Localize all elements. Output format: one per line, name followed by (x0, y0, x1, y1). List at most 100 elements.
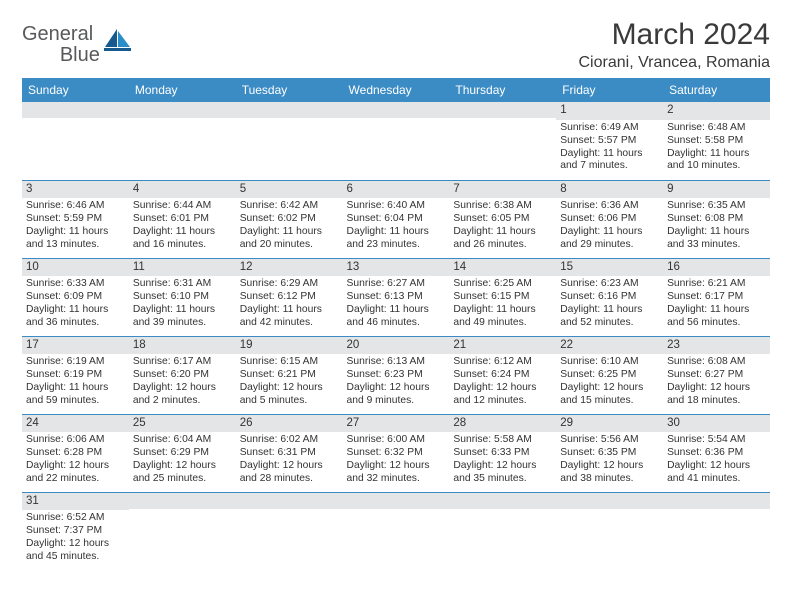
day-number-row (129, 102, 236, 118)
daylight-line: Daylight: 11 hours and 56 minutes. (667, 304, 766, 330)
sunrise-line: Sunrise: 6:46 AM (26, 200, 125, 213)
cell-body: Sunrise: 6:49 AMSunset: 5:57 PMDaylight:… (556, 120, 663, 176)
day-number-row (663, 493, 770, 509)
sunrise-line: Sunrise: 6:36 AM (560, 200, 659, 213)
calendar-cell: 8Sunrise: 6:36 AMSunset: 6:06 PMDaylight… (556, 180, 663, 258)
daylight-line: Daylight: 11 hours and 29 minutes. (560, 226, 659, 252)
daylight-line: Daylight: 11 hours and 26 minutes. (453, 226, 552, 252)
calendar-cell (449, 102, 556, 180)
sunrise-line: Sunrise: 6:35 AM (667, 200, 766, 213)
sunrise-line: Sunrise: 6:19 AM (26, 356, 125, 369)
day-number: 17 (22, 337, 129, 355)
sunrise-line: Sunrise: 6:31 AM (133, 278, 232, 291)
daylight-line: Daylight: 12 hours and 25 minutes. (133, 460, 232, 486)
daylight-line: Daylight: 12 hours and 18 minutes. (667, 382, 766, 408)
sunset-line: Sunset: 6:16 PM (560, 291, 659, 304)
sunset-line: Sunset: 6:04 PM (347, 213, 446, 226)
cell-body: Sunrise: 6:31 AMSunset: 6:10 PMDaylight:… (129, 276, 236, 332)
daylight-line: Daylight: 12 hours and 35 minutes. (453, 460, 552, 486)
sunrise-line: Sunrise: 6:15 AM (240, 356, 339, 369)
sunrise-line: Sunrise: 6:17 AM (133, 356, 232, 369)
sunrise-line: Sunrise: 6:13 AM (347, 356, 446, 369)
day-header: Tuesday (236, 78, 343, 102)
day-number: 23 (663, 337, 770, 355)
sunset-line: Sunset: 6:24 PM (453, 369, 552, 382)
day-number: 9 (663, 181, 770, 199)
daylight-line: Daylight: 11 hours and 52 minutes. (560, 304, 659, 330)
calendar-cell (343, 102, 450, 180)
day-number: 5 (236, 181, 343, 199)
daylight-line: Daylight: 12 hours and 28 minutes. (240, 460, 339, 486)
calendar-cell (22, 102, 129, 180)
day-number: 20 (343, 337, 450, 355)
sunset-line: Sunset: 6:08 PM (667, 213, 766, 226)
day-number: 18 (129, 337, 236, 355)
sunset-line: Sunset: 6:27 PM (667, 369, 766, 382)
cell-body (22, 118, 129, 174)
sunrise-line: Sunrise: 6:44 AM (133, 200, 232, 213)
calendar-cell: 2Sunrise: 6:48 AMSunset: 5:58 PMDaylight… (663, 102, 770, 180)
day-number-row (449, 102, 556, 118)
sunset-line: Sunset: 6:31 PM (240, 447, 339, 460)
logo-text-blue: Blue (60, 44, 100, 66)
calendar-cell: 13Sunrise: 6:27 AMSunset: 6:13 PMDayligh… (343, 258, 450, 336)
daylight-line: Daylight: 11 hours and 42 minutes. (240, 304, 339, 330)
day-number-row (22, 102, 129, 118)
cell-body (236, 509, 343, 565)
day-number-row (556, 493, 663, 509)
calendar-week-row: 17Sunrise: 6:19 AMSunset: 6:19 PM Dayligh… (22, 336, 770, 414)
sunset-line: Sunset: 6:05 PM (453, 213, 552, 226)
sunrise-line: Sunrise: 6:02 AM (240, 434, 339, 447)
sunset-line: Sunset: 6:10 PM (133, 291, 232, 304)
day-header-row: Sunday Monday Tuesday Wednesday Thursday… (22, 78, 770, 102)
cell-body: Sunrise: 6:27 AMSunset: 6:13 PMDaylight:… (343, 276, 450, 332)
sunset-line: Sunset: 6:33 PM (453, 447, 552, 460)
day-header: Sunday (22, 78, 129, 102)
day-number-row (343, 493, 450, 509)
calendar-cell: 9Sunrise: 6:35 AMSunset: 6:08 PMDaylight… (663, 180, 770, 258)
calendar-cell: 26Sunrise: 6:02 AMSunset: 6:31 PMDayligh… (236, 414, 343, 492)
day-number: 11 (129, 259, 236, 277)
cell-body: Sunrise: 6:52 AMSunset: 7:37 PMDaylight:… (22, 510, 129, 566)
daylight-line: Daylight: 11 hours and 10 minutes. (667, 148, 766, 174)
daylight-line: Daylight: 12 hours and 32 minutes. (347, 460, 446, 486)
calendar-cell: 4Sunrise: 6:44 AMSunset: 6:01 PMDaylight… (129, 180, 236, 258)
calendar-week-row: 1Sunrise: 6:49 AMSunset: 5:57 PMDaylight… (22, 102, 770, 180)
cell-body: Sunrise: 6:40 AMSunset: 6:04 PMDaylight:… (343, 198, 450, 254)
cell-body: Sunrise: 6:44 AMSunset: 6:01 PMDaylight:… (129, 198, 236, 254)
cell-body (663, 509, 770, 565)
logo-text-general: General (22, 23, 93, 45)
calendar-cell: 15Sunrise: 6:23 AMSunset: 6:16 PMDayligh… (556, 258, 663, 336)
day-number: 28 (449, 415, 556, 433)
sunrise-line: Sunrise: 6:25 AM (453, 278, 552, 291)
day-number: 29 (556, 415, 663, 433)
day-number: 19 (236, 337, 343, 355)
day-number: 7 (449, 181, 556, 199)
day-number: 26 (236, 415, 343, 433)
calendar-cell (556, 492, 663, 570)
calendar-cell: 1Sunrise: 6:49 AMSunset: 5:57 PMDaylight… (556, 102, 663, 180)
daylight-line: Daylight: 11 hours and 39 minutes. (133, 304, 232, 330)
day-number-row (236, 102, 343, 118)
sunrise-line: Sunrise: 6:40 AM (347, 200, 446, 213)
sunset-line: Sunset: 5:59 PM (26, 213, 125, 226)
sunset-line: Sunset: 6:20 PM (133, 369, 232, 382)
calendar-cell: 27Sunrise: 6:00 AMSunset: 6:32 PMDayligh… (343, 414, 450, 492)
sunrise-line: Sunrise: 6:12 AM (453, 356, 552, 369)
sunset-line: Sunset: 6:19 PM (26, 369, 125, 382)
cell-body: Sunrise: 6:12 AMSunset: 6:24 PMDaylight:… (449, 354, 556, 410)
daylight-line: Daylight: 12 hours and 38 minutes. (560, 460, 659, 486)
cell-body: Sunrise: 6:21 AMSunset: 6:17 PMDaylight:… (663, 276, 770, 332)
cell-body: Sunrise: 6:33 AMSunset: 6:09 PMDaylight:… (22, 276, 129, 332)
daylight-line: Daylight: 11 hours and 20 minutes. (240, 226, 339, 252)
day-number: 24 (22, 415, 129, 433)
sunset-line: Sunset: 6:13 PM (347, 291, 446, 304)
calendar-cell: 23Sunrise: 6:08 AMSunset: 6:27 PMDayligh… (663, 336, 770, 414)
sunset-line: Sunset: 6:15 PM (453, 291, 552, 304)
day-number: 21 (449, 337, 556, 355)
cell-body: Sunrise: 6:38 AMSunset: 6:05 PMDaylight:… (449, 198, 556, 254)
cell-body: Sunrise: 5:58 AMSunset: 6:33 PMDaylight:… (449, 432, 556, 488)
cell-body (556, 509, 663, 565)
month-title: March 2024 (579, 18, 771, 52)
calendar-cell: 10Sunrise: 6:33 AMSunset: 6:09 PMDayligh… (22, 258, 129, 336)
